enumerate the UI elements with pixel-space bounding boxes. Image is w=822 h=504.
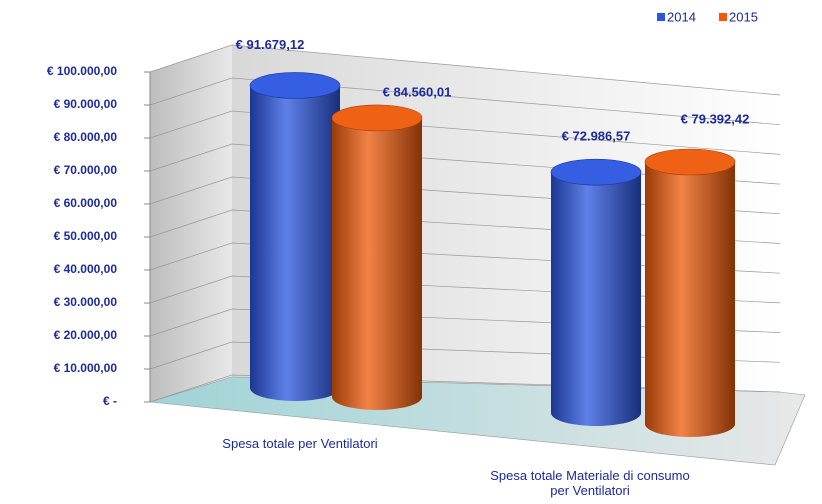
bar-body: [645, 162, 735, 425]
y-tick-label: € 90.000,00: [54, 97, 118, 111]
y-tick-label: € 10.000,00: [54, 361, 118, 375]
y-tick-label: € 70.000,00: [54, 163, 118, 177]
y-tick-label: € 50.000,00: [54, 229, 118, 243]
value-label: € 79.392,42: [681, 111, 750, 126]
y-tick-label: € 80.000,00: [54, 130, 118, 144]
legend-swatch: [719, 13, 727, 21]
y-tick-label: € 60.000,00: [54, 196, 118, 210]
legend-label: 2015: [729, 9, 758, 24]
grid-line: [149, 110, 781, 155]
bar: [249, 72, 341, 401]
y-tick-label: € 40.000,00: [54, 262, 118, 276]
bar: [550, 158, 642, 426]
bar-body: [332, 117, 422, 397]
grid-line: [149, 77, 781, 126]
x-tick-label: Spesa totale per Ventilatori: [222, 436, 378, 451]
bar: [644, 148, 736, 437]
x-tick-label: Spesa totale Materiale di consumo per Ve…: [490, 468, 690, 498]
bar-top: [644, 148, 736, 176]
value-label: € 84.560,01: [383, 84, 452, 99]
value-label: € 72.986,57: [562, 129, 631, 144]
legend-swatch: [657, 13, 665, 21]
value-label: € 91.679,12: [236, 37, 305, 52]
y-tick-label: € 20.000,00: [54, 328, 118, 342]
bar-top: [550, 158, 642, 186]
y-tick-label: € 100.000,00: [47, 64, 117, 78]
bar-top: [331, 104, 423, 132]
grid-line: [149, 44, 781, 96]
bar-top: [249, 72, 341, 99]
bar-body: [551, 172, 641, 413]
y-tick-label: € -: [103, 394, 117, 408]
bar: [331, 104, 423, 410]
bar-body: [250, 85, 340, 389]
y-tick-label: € 30.000,00: [54, 295, 118, 309]
legend-label: 2014: [667, 9, 696, 24]
